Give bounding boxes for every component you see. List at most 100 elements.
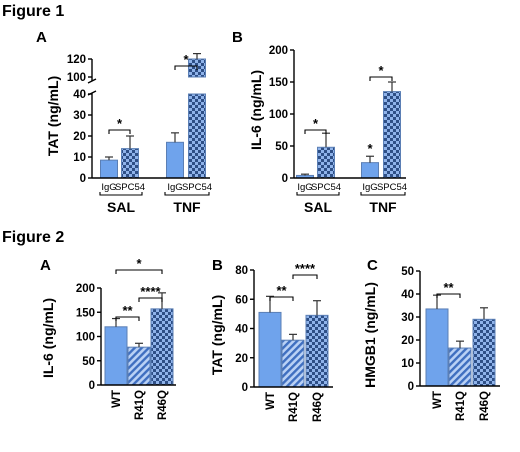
y-tick-label: 50 bbox=[82, 356, 95, 368]
significance-label: ** bbox=[122, 303, 133, 318]
panel-letter-2a: A bbox=[40, 257, 51, 274]
significance-bracket bbox=[108, 129, 131, 134]
y-axis-label: IL-6 (ng/mL) bbox=[248, 70, 264, 150]
significance-bracket bbox=[115, 316, 140, 321]
group-label: SAL bbox=[107, 199, 135, 215]
significance-label: * bbox=[136, 256, 142, 271]
significance-label: * bbox=[313, 116, 319, 131]
y-tick-label: 0 bbox=[80, 173, 86, 185]
x-tick-label: R46Q bbox=[479, 391, 491, 421]
y-tick-label: 60 bbox=[235, 294, 248, 306]
figure2-panel-c: C HMGB1 (ng/mL) 0 10 20 30 40 50 WT R41Q R46Q ** bbox=[362, 257, 500, 421]
significance-bracket bbox=[304, 129, 327, 134]
group-bracket bbox=[360, 192, 406, 196]
group-bracket bbox=[296, 192, 340, 196]
x-tick-label: IgG bbox=[167, 182, 182, 193]
group-label: TNF bbox=[369, 199, 397, 215]
group-label: SAL bbox=[304, 199, 332, 215]
bar bbox=[127, 346, 151, 386]
y-tick-label: 30 bbox=[401, 312, 414, 324]
significance-bracket bbox=[138, 297, 163, 302]
bar bbox=[121, 148, 139, 179]
significance-bracket bbox=[292, 274, 318, 279]
bar bbox=[361, 162, 379, 179]
significance-label: **** bbox=[295, 261, 316, 276]
x-tick-label: SPC54 bbox=[311, 182, 341, 193]
bar bbox=[425, 308, 449, 387]
x-tick-label: IgG bbox=[362, 182, 377, 193]
bar bbox=[104, 326, 128, 386]
x-tick-label: SPC54 bbox=[115, 182, 145, 193]
significance-label: * bbox=[183, 52, 189, 67]
y-tick-label: 100 bbox=[76, 332, 95, 344]
y-tick-label: 0 bbox=[408, 381, 414, 393]
panel-letter-2c: C bbox=[367, 257, 378, 274]
y-tick-label: 10 bbox=[401, 358, 414, 370]
panel-letter-2b: B bbox=[212, 257, 223, 274]
bar bbox=[448, 347, 472, 387]
y-tick-label: 40 bbox=[401, 289, 414, 301]
bar bbox=[188, 93, 206, 179]
y-tick-label: 200 bbox=[76, 283, 95, 295]
y-axis-label: IL-6 (ng/mL) bbox=[40, 298, 56, 378]
y-tick-label: 120 bbox=[67, 54, 86, 66]
y-axis-label: TAT (ng/mL) bbox=[209, 295, 225, 375]
group-label: TNF bbox=[173, 199, 201, 215]
bar bbox=[305, 314, 329, 388]
y-axis-label: HMGB1 (ng/mL) bbox=[362, 282, 378, 388]
figure2-title: Figure 2 bbox=[2, 229, 64, 246]
group-bracket bbox=[164, 192, 210, 196]
panel-letter-1b: B bbox=[232, 29, 243, 46]
significance-label: * bbox=[117, 116, 123, 131]
y-tick-label: 200 bbox=[269, 45, 288, 57]
significance-label: * bbox=[367, 141, 373, 156]
y-tick-label: 40 bbox=[73, 89, 86, 101]
panel-letter-1a: A bbox=[36, 29, 47, 46]
significance-bracket bbox=[174, 65, 198, 70]
bar bbox=[258, 311, 282, 388]
y-tick-label: 40 bbox=[235, 324, 248, 336]
x-tick-label: R41Q bbox=[455, 391, 467, 421]
x-tick-label: SPC54 bbox=[377, 182, 407, 193]
significance-bracket bbox=[369, 76, 393, 81]
y-tick-label: 20 bbox=[73, 131, 86, 143]
x-tick-label: R41Q bbox=[134, 390, 146, 420]
bar bbox=[317, 146, 335, 179]
y-tick-label: 100 bbox=[67, 72, 86, 84]
y-tick-label: 20 bbox=[401, 335, 414, 347]
y-tick-label: 80 bbox=[235, 265, 248, 277]
x-tick-label: WT bbox=[111, 390, 123, 408]
y-tick-label: 30 bbox=[73, 110, 86, 122]
x-tick-label: IgG bbox=[297, 182, 312, 193]
y-tick-label: 20 bbox=[235, 353, 248, 365]
axis-break-mark bbox=[87, 78, 97, 84]
figure1-title: Figure 1 bbox=[2, 3, 64, 20]
x-tick-label: WT bbox=[265, 392, 277, 410]
significance-bracket bbox=[436, 293, 461, 298]
significance-label: ** bbox=[276, 283, 287, 298]
y-tick-label: 0 bbox=[282, 173, 288, 185]
bar bbox=[281, 339, 305, 388]
bar bbox=[383, 91, 401, 179]
significance-label: ** bbox=[443, 280, 454, 295]
y-tick-label: 0 bbox=[242, 382, 248, 394]
y-tick-label: 0 bbox=[89, 380, 95, 392]
bar bbox=[100, 159, 118, 179]
x-tick-label: SPC54 bbox=[182, 182, 212, 193]
x-tick-label: R46Q bbox=[312, 392, 324, 422]
y-tick-label: 150 bbox=[76, 307, 95, 319]
x-tick-label: IgG bbox=[101, 182, 116, 193]
bar bbox=[150, 308, 174, 386]
bar bbox=[472, 318, 496, 387]
x-tick-label: R46Q bbox=[157, 390, 169, 420]
significance-label: * bbox=[378, 63, 384, 78]
y-axis-label: TAT (ng/mL) bbox=[45, 76, 61, 156]
significance-bracket bbox=[269, 296, 294, 301]
bar bbox=[166, 141, 184, 179]
y-tick-label: 150 bbox=[269, 77, 288, 89]
y-tick-label: 50 bbox=[401, 266, 414, 278]
